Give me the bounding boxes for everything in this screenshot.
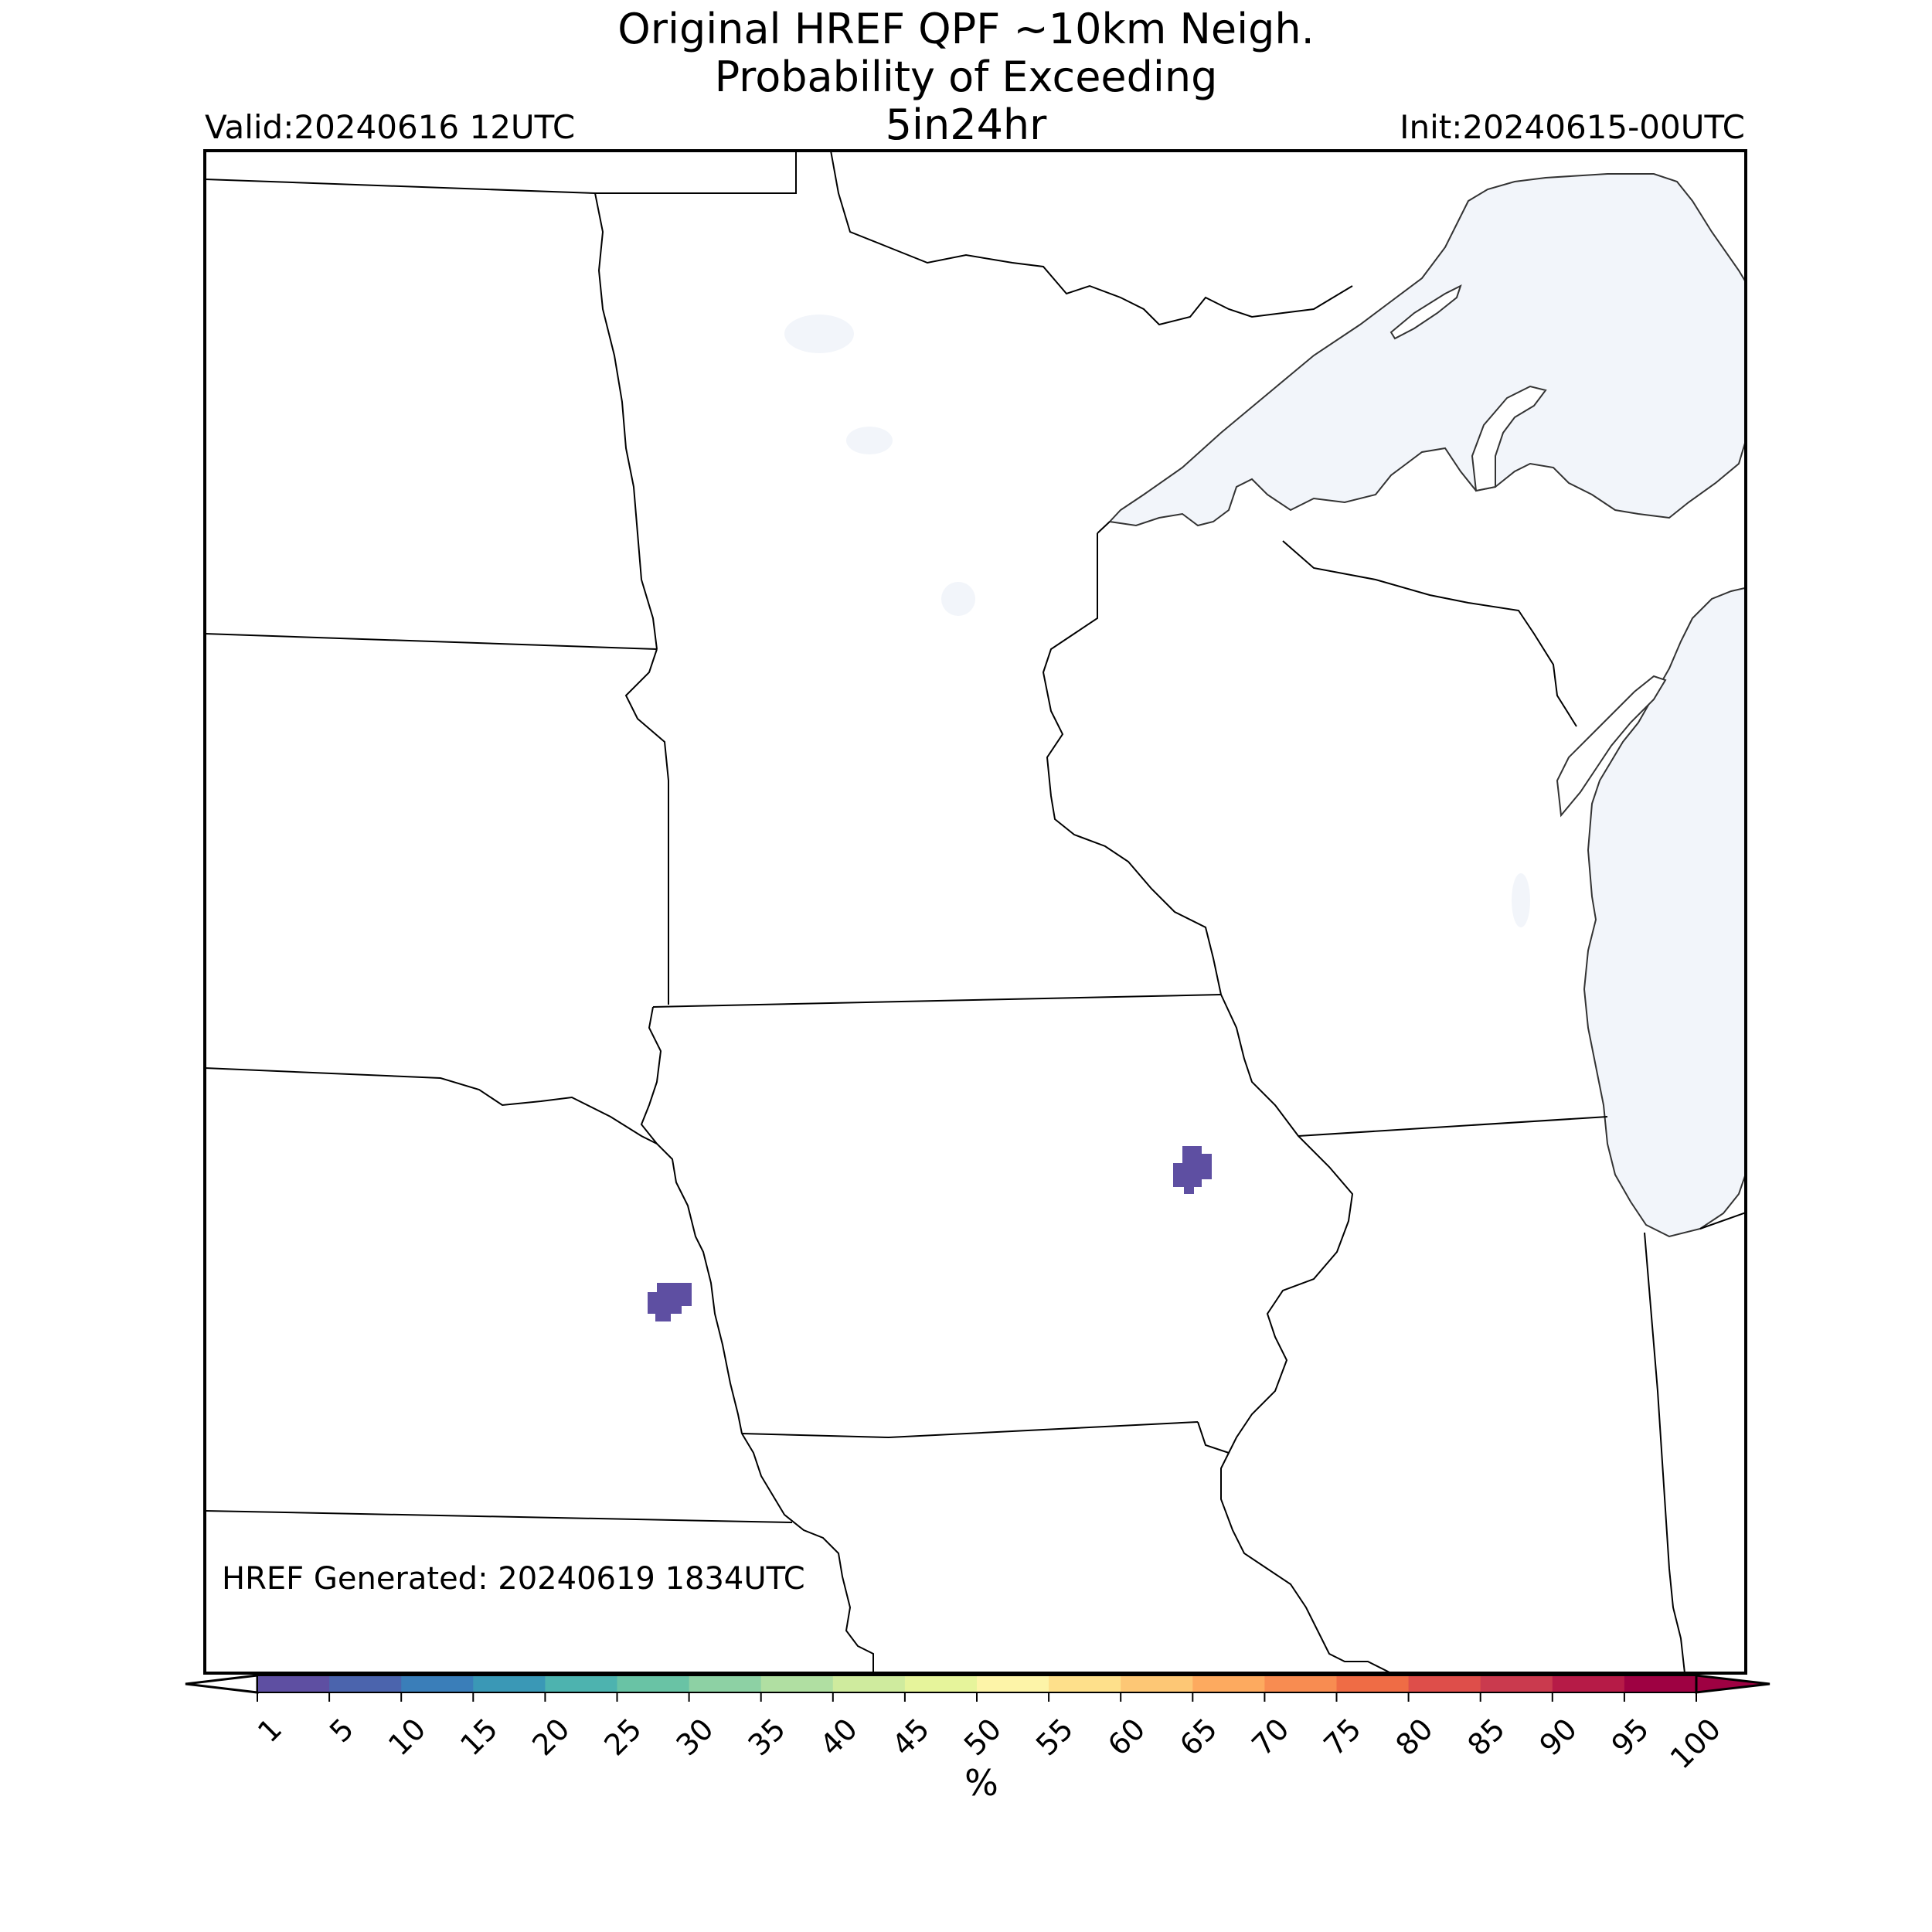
red-lake bbox=[846, 427, 893, 454]
lake-michigan bbox=[1583, 587, 1746, 1238]
mn-wi-border bbox=[1042, 533, 1222, 995]
nd-mn-border bbox=[594, 192, 658, 650]
ia-east-border bbox=[1197, 994, 1354, 1454]
title-line-1: Original HREF QPF ~10km Neigh. bbox=[617, 5, 1315, 53]
nd-sd-border bbox=[205, 633, 658, 650]
il-mo-border bbox=[1220, 1452, 1392, 1673]
title-line-2: Probability of Exceeding bbox=[714, 53, 1218, 101]
keweenaw-peninsula bbox=[1471, 385, 1547, 492]
state-borders bbox=[205, 151, 1746, 1673]
probability-area-iowa bbox=[1173, 1146, 1212, 1194]
canada-border bbox=[205, 151, 1353, 326]
sd-ne-border bbox=[205, 1067, 658, 1145]
map-content bbox=[205, 151, 1746, 1673]
probability-area-nebraska bbox=[648, 1283, 692, 1321]
colorbar-unit-label: % bbox=[964, 1762, 998, 1804]
ne-ks-border bbox=[205, 1510, 793, 1523]
wi-upper-border bbox=[1097, 521, 1577, 727]
ia-south-border bbox=[741, 1421, 1199, 1439]
in-mi-border bbox=[1699, 1212, 1746, 1230]
mille-lacs bbox=[941, 582, 975, 616]
lake-of-the-woods bbox=[784, 315, 854, 353]
ia-north-border bbox=[652, 994, 1222, 1008]
wi-il-border bbox=[1298, 1116, 1608, 1137]
ia-west-border bbox=[640, 1006, 743, 1434]
mn-sd-border bbox=[624, 648, 669, 1005]
init-time-label: Init:20240615-00UTC bbox=[1400, 108, 1745, 146]
lake-superior bbox=[1107, 173, 1746, 527]
mo-river-south bbox=[741, 1433, 874, 1673]
lake-winnebago bbox=[1512, 873, 1530, 927]
door-peninsula bbox=[1556, 675, 1667, 818]
valid-time-label: Valid:20240616 12UTC bbox=[205, 108, 576, 146]
title-line-3: 5in24hr bbox=[885, 100, 1047, 149]
generated-time-label: HREF Generated: 20240619 1834UTC bbox=[222, 1561, 805, 1597]
isle-royale bbox=[1389, 284, 1462, 340]
il-in-border bbox=[1644, 1232, 1685, 1673]
map-frame bbox=[203, 149, 1747, 1675]
